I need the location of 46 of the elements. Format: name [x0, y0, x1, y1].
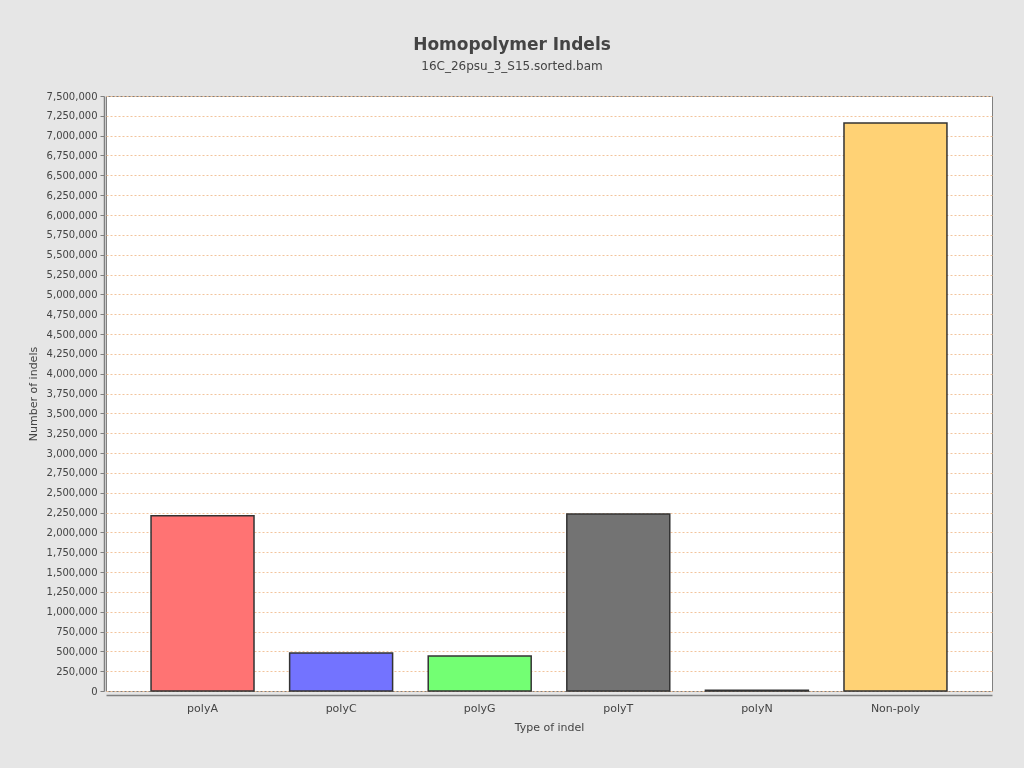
x-tick-label: polyT [603, 701, 634, 715]
bar [150, 514, 255, 692]
y-tick-label: 500,000 [56, 645, 98, 657]
y-tick-label: 1,250,000 [46, 586, 98, 598]
y-tick-label: 0 [91, 685, 98, 697]
y-tick-label: 4,000,000 [46, 368, 98, 380]
y-tick-label: 3,500,000 [46, 407, 98, 419]
bar [288, 652, 394, 692]
y-tick-label: 5,250,000 [46, 269, 98, 280]
y-tick-label: 2,000,000 [46, 526, 98, 538]
chart-subtitle: 16C_26psu_3_S15.sorted.bam [421, 59, 603, 73]
y-tick-label: 5,000,000 [46, 288, 98, 300]
y-tick-label: 3,750,000 [46, 388, 98, 399]
x-tick-label: polyA [187, 701, 219, 715]
y-tick-label: 7,500,000 [46, 90, 98, 102]
y-tick-label: 250,000 [56, 665, 98, 677]
y-tick-label: 4,500,000 [46, 328, 98, 340]
x-tick-label: polyN [741, 701, 773, 715]
y-tick-label: 6,750,000 [46, 150, 98, 161]
y-tick-label: 2,500,000 [46, 487, 98, 499]
y-tick-label: 3,250,000 [46, 427, 98, 439]
bar [843, 122, 948, 692]
bar [427, 655, 532, 692]
y-tick-label: 7,250,000 [46, 110, 98, 122]
y-tick-label: 7,000,000 [46, 130, 98, 142]
y-tick-label: 2,250,000 [46, 507, 98, 518]
y-tick-label: 1,750,000 [46, 546, 98, 558]
y-tick-label: 750,000 [56, 626, 98, 637]
x-axis-title: Type of indel [513, 720, 585, 734]
y-tick-label: 2,750,000 [46, 467, 98, 479]
y-tick-label: 4,250,000 [46, 348, 98, 360]
y-tick-label: 6,250,000 [46, 189, 98, 201]
y-tick-label: 6,000,000 [46, 209, 98, 221]
y-tick-label: 3,000,000 [46, 447, 98, 459]
y-tick-label: 1,500,000 [46, 566, 98, 578]
y-tick-label: 6,500,000 [46, 169, 98, 181]
x-tick-label: polyG [463, 701, 496, 715]
x-tick-label: polyC [325, 701, 357, 715]
y-tick-label: 5,750,000 [46, 229, 98, 241]
y-tick-label: 1,000,000 [46, 606, 98, 618]
bar [566, 513, 671, 692]
x-tick-label: Non-poly [870, 701, 921, 715]
y-axis-title: Number of indels [26, 346, 40, 442]
y-tick-label: 4,750,000 [46, 308, 98, 320]
y-tick-label: 5,500,000 [46, 249, 98, 261]
chart-title: Homopolymer Indels [413, 34, 611, 54]
